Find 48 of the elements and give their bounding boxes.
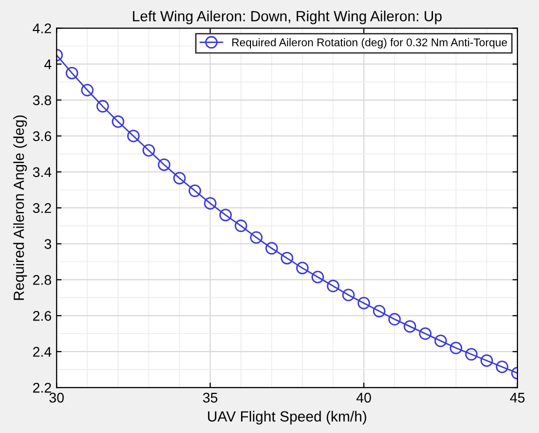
y-tick-label: 2.6: [33, 310, 52, 321]
y-tick-label: 2.2: [33, 382, 52, 393]
y-tick-label: 3.8: [32, 95, 52, 106]
point: [496, 360, 508, 374]
point: [296, 262, 309, 274]
y-tick-label: 2.4: [33, 346, 52, 357]
y-tick-label: 3: [44, 239, 52, 249]
point: [66, 66, 78, 80]
x-tick-label: 40: [356, 392, 372, 403]
y-tick-label: 4: [44, 60, 52, 70]
point: [480, 354, 493, 367]
point: [404, 320, 416, 333]
point: [358, 296, 370, 310]
point: [204, 197, 216, 210]
point: [112, 115, 124, 128]
y-axis-title: Required Aileron Angle (deg): [13, 116, 27, 300]
chart-title: Left Wing Aileron: Down, Right Wing Aileron: Up: [132, 10, 442, 24]
point: [434, 334, 447, 348]
point: [188, 184, 202, 198]
point: [250, 231, 263, 244]
point: [280, 252, 294, 264]
point: [234, 220, 248, 232]
x-axis-title: UAV Flight Speed (km/h): [208, 410, 366, 424]
point: [419, 327, 432, 340]
point: [142, 144, 156, 157]
point: [265, 242, 278, 255]
x-tick-label: 35: [203, 392, 218, 403]
point: [388, 313, 401, 326]
point: [81, 84, 94, 96]
y-tick-label: 3.6: [32, 131, 52, 142]
y-tick-label: 4.2: [32, 23, 52, 34]
point: [173, 172, 186, 184]
point: [311, 270, 324, 284]
y-tick-label: 2.8: [33, 275, 52, 285]
point: [219, 208, 232, 222]
point: [96, 100, 109, 113]
point: [450, 342, 462, 354]
y-tick-label: 3.2: [32, 203, 52, 214]
point: [326, 280, 340, 292]
point: [372, 304, 386, 318]
point: [127, 130, 140, 142]
y-tick-label: 3.4: [32, 167, 52, 178]
x-tick-label: 45: [510, 392, 525, 403]
point: [342, 288, 355, 302]
x-tick-label: 30: [49, 392, 64, 403]
point: [465, 348, 478, 361]
legend-label: Required Aileron Rotation (deg) for 0.32 Nm Anti-Torque: [232, 38, 507, 49]
point: [158, 158, 170, 171]
